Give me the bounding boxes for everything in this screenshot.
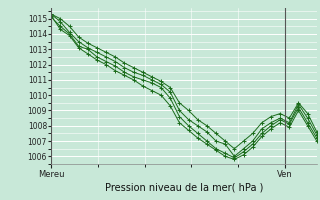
X-axis label: Pression niveau de la mer( hPa ): Pression niveau de la mer( hPa ) (105, 183, 263, 193)
